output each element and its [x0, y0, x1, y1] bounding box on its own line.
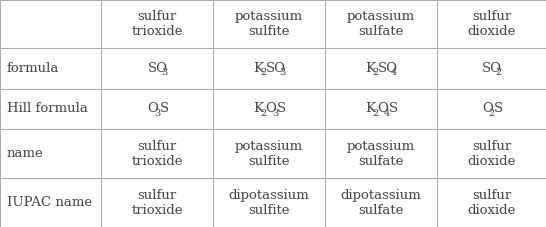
Text: sulfur
trioxide: sulfur trioxide: [131, 140, 183, 168]
Text: O: O: [265, 102, 276, 116]
Text: sulfur
dioxide: sulfur dioxide: [467, 10, 515, 38]
Text: S: S: [389, 102, 399, 116]
Text: potassium
sulfate: potassium sulfate: [347, 10, 415, 38]
Text: 3: 3: [272, 109, 278, 118]
Text: SO: SO: [265, 62, 286, 75]
Text: 4: 4: [384, 109, 390, 118]
Text: 2: 2: [489, 109, 495, 118]
Text: 3: 3: [279, 68, 285, 77]
Text: 2: 2: [372, 68, 378, 77]
Text: sulfur
trioxide: sulfur trioxide: [131, 189, 183, 217]
Text: O: O: [482, 102, 493, 116]
Text: S: S: [159, 102, 169, 116]
Text: dipotassium
sulfate: dipotassium sulfate: [341, 189, 421, 217]
Text: K: K: [366, 62, 376, 75]
Text: sulfur
dioxide: sulfur dioxide: [467, 140, 515, 168]
Text: potassium
sulfate: potassium sulfate: [347, 140, 415, 168]
Text: dipotassium
sulfite: dipotassium sulfite: [229, 189, 309, 217]
Text: name: name: [7, 147, 43, 160]
Text: IUPAC name: IUPAC name: [7, 196, 92, 209]
Text: 3: 3: [155, 109, 161, 118]
Text: K: K: [254, 102, 264, 116]
Text: SO: SO: [377, 62, 397, 75]
Text: O: O: [147, 102, 158, 116]
Text: formula: formula: [7, 62, 59, 75]
Text: 2: 2: [260, 68, 266, 77]
Text: O: O: [377, 102, 388, 116]
Text: SO: SO: [482, 62, 502, 75]
Text: potassium
sulfite: potassium sulfite: [235, 140, 303, 168]
Text: Hill formula: Hill formula: [7, 102, 87, 116]
Text: K: K: [366, 102, 376, 116]
Text: SO: SO: [147, 62, 168, 75]
Text: 2: 2: [260, 109, 266, 118]
Text: 2: 2: [496, 68, 502, 77]
Text: K: K: [254, 62, 264, 75]
Text: sulfur
dioxide: sulfur dioxide: [467, 189, 515, 217]
Text: S: S: [277, 102, 287, 116]
Text: S: S: [494, 102, 503, 116]
Text: 2: 2: [372, 109, 378, 118]
Text: 3: 3: [161, 68, 168, 77]
Text: 4: 4: [391, 68, 397, 77]
Text: sulfur
trioxide: sulfur trioxide: [131, 10, 183, 38]
Text: potassium
sulfite: potassium sulfite: [235, 10, 303, 38]
